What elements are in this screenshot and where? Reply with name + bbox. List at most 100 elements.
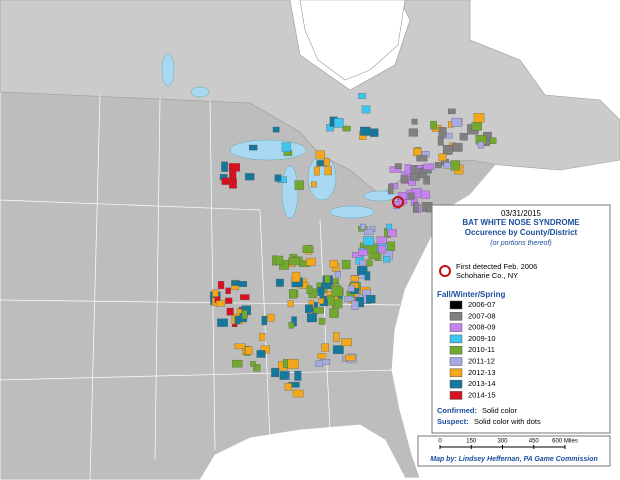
county-patch <box>324 166 332 176</box>
legend-swatch <box>449 345 463 355</box>
county-patch <box>321 343 329 352</box>
county-patch <box>358 93 367 99</box>
county-patch <box>249 144 258 151</box>
county-patch <box>329 308 339 318</box>
legend-label: 2010-11 <box>468 345 495 354</box>
county-patch <box>345 354 356 361</box>
county-patch <box>311 181 317 188</box>
county-patch <box>320 282 332 289</box>
county-patch <box>212 289 219 297</box>
county-patch <box>315 360 324 367</box>
county-patch <box>324 275 331 284</box>
county-patch <box>489 137 497 144</box>
county-patch <box>287 300 294 308</box>
county-patch <box>332 278 339 284</box>
county-patch <box>333 332 340 342</box>
origin-marker <box>392 196 404 208</box>
county-patch <box>215 300 226 307</box>
county-patch <box>318 317 326 325</box>
county-patch <box>272 126 280 133</box>
county-patch <box>450 160 461 171</box>
county-patch <box>315 150 325 160</box>
county-patch <box>259 333 266 341</box>
county-patch <box>386 241 396 251</box>
legend-label: 2013-14 <box>468 379 496 388</box>
first-detected-place: Schoharie Co., NY <box>456 271 518 280</box>
legend-swatch <box>449 379 463 389</box>
county-patch <box>250 361 256 367</box>
county-patch <box>443 162 452 169</box>
county-patch <box>225 287 231 295</box>
county-patch <box>334 271 341 278</box>
county-patch <box>226 307 234 316</box>
county-patch <box>413 202 419 212</box>
county-patch <box>245 173 255 181</box>
county-patch <box>416 155 428 162</box>
legend-label: 2008-09 <box>468 323 496 332</box>
subtitle: Occurence by County/District <box>465 228 578 237</box>
county-patch <box>274 174 282 182</box>
legend-swatch <box>449 334 463 344</box>
county-patch <box>313 166 320 176</box>
county-patch <box>228 163 241 172</box>
scale-box <box>417 435 611 467</box>
county-patch <box>411 118 418 125</box>
legend-swatch <box>449 323 463 332</box>
county-patch <box>306 257 316 266</box>
county-patch <box>289 289 297 299</box>
county-patch <box>329 260 338 268</box>
county-patch <box>404 164 411 175</box>
county-patch <box>437 136 444 146</box>
county-patch <box>438 127 447 138</box>
county-patch <box>420 190 430 199</box>
legend-label: 2011-12 <box>468 356 495 365</box>
legend-swatch <box>449 357 463 366</box>
title: BAT WHITE NOSE SYNDROME <box>462 218 580 227</box>
county-patch <box>408 128 418 137</box>
county-patch <box>383 256 391 263</box>
county-patch <box>347 285 355 292</box>
note: (or portions thereof) <box>490 240 551 247</box>
legend-title: Fall/Winter/Spring <box>437 290 505 299</box>
county-patch <box>364 271 371 281</box>
legend-label: 2009-10 <box>468 334 496 343</box>
legend-items: 2006-07 2007-08 2008-09 2009-10 2010-11 2011-… <box>449 300 496 400</box>
county-patch <box>284 383 292 391</box>
county-patch <box>291 316 297 327</box>
scale-label: 600 Miles <box>552 439 578 445</box>
county-patch <box>267 313 275 322</box>
county-patch <box>241 310 248 320</box>
county-patch <box>287 359 299 369</box>
county-patch <box>288 257 300 266</box>
county-patch <box>317 287 325 296</box>
county-patch <box>240 294 250 301</box>
county-patch <box>363 236 375 246</box>
county-patch <box>225 297 233 304</box>
county-patch <box>217 281 225 290</box>
county-patch <box>459 133 468 141</box>
county-patch <box>447 108 456 115</box>
legend-swatch <box>449 368 463 378</box>
county-patch <box>423 163 435 170</box>
county-patch <box>370 128 379 137</box>
county-patch <box>360 126 371 136</box>
county-patch <box>231 280 241 286</box>
county-patch <box>306 313 317 323</box>
legend-swatch <box>449 300 463 310</box>
county-patch <box>471 122 482 131</box>
county-patch <box>281 142 291 152</box>
county-patch <box>306 285 313 294</box>
county-patch <box>279 371 290 380</box>
county-patch <box>217 318 228 327</box>
county-patch <box>413 147 422 157</box>
county-patch <box>358 249 368 256</box>
county-patch <box>361 105 371 114</box>
scale-label: 450 <box>529 439 540 445</box>
first-detected: First detected Feb. 2006 <box>456 262 537 271</box>
legend-label: 2012-13 <box>468 368 496 377</box>
county-patch <box>350 275 359 282</box>
county-patch <box>274 255 284 265</box>
legend-label: 2006-07 <box>468 300 496 309</box>
county-patch <box>430 120 437 130</box>
